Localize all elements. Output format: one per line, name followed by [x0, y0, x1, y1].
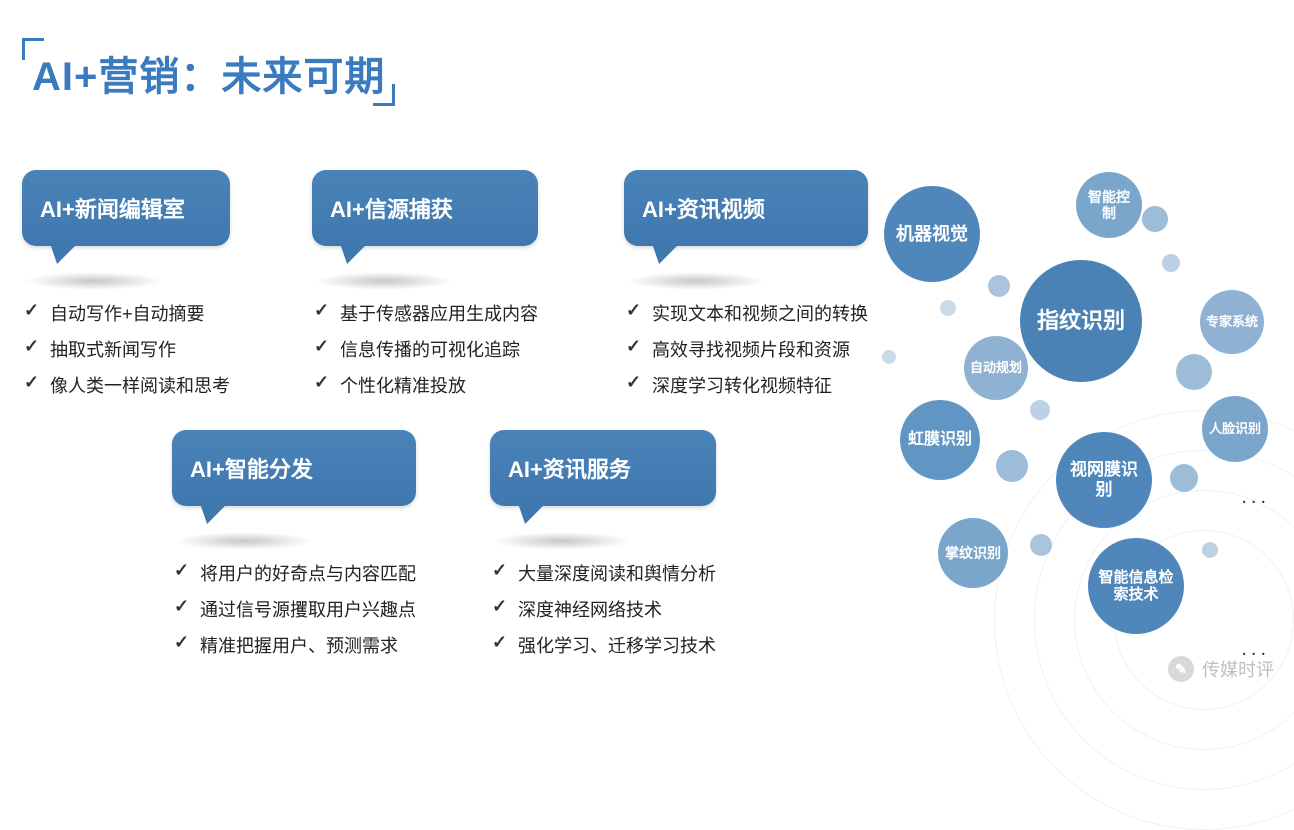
- bullet-item: 像人类一样阅读和思考: [22, 372, 230, 398]
- ellipsis: ...: [1241, 486, 1270, 509]
- tech-circle-label: 专家系统: [1200, 315, 1264, 330]
- card-1: AI+信源捕获基于传感器应用生成内容信息传播的可视化追踪个性化精准投放: [312, 170, 538, 408]
- bullet-item: 深度神经网络技术: [490, 596, 716, 622]
- title-corner-br: [373, 84, 395, 106]
- tech-circle-label: 虹膜识别: [902, 431, 978, 449]
- card-bullets: 自动写作+自动摘要抽取式新闻写作像人类一样阅读和思考: [22, 300, 230, 398]
- bubble-shadow: [626, 272, 766, 290]
- bullet-item: 信息传播的可视化追踪: [312, 336, 538, 362]
- card-bullets: 基于传感器应用生成内容信息传播的可视化追踪个性化精准投放: [312, 300, 538, 398]
- card-bullets: 实现文本和视频之间的转换高效寻找视频片段和资源深度学习转化视频特征: [624, 300, 868, 398]
- tech-circle: 自动规划: [964, 336, 1028, 400]
- decor-bubble: [988, 275, 1010, 297]
- bubble-shadow: [174, 532, 314, 550]
- tech-circle-label: 机器视觉: [890, 224, 974, 245]
- tech-circle-label: 智能控制: [1076, 189, 1142, 221]
- bullet-item: 强化学习、迁移学习技术: [490, 632, 716, 658]
- page-title: AI+营销：未来可期: [28, 42, 389, 104]
- card-bubble: AI+新闻编辑室: [22, 170, 230, 246]
- tech-circle: 专家系统: [1200, 290, 1264, 354]
- decor-bubble: [1176, 354, 1212, 390]
- card-0: AI+新闻编辑室自动写作+自动摘要抽取式新闻写作像人类一样阅读和思考: [22, 170, 230, 408]
- card-bubble: AI+智能分发: [172, 430, 416, 506]
- bullet-item: 自动写作+自动摘要: [22, 300, 230, 326]
- bullet-item: 将用户的好奇点与内容匹配: [172, 560, 416, 586]
- bullet-item: 实现文本和视频之间的转换: [624, 300, 868, 326]
- bullet-item: 大量深度阅读和舆情分析: [490, 560, 716, 586]
- decorative-arcs: [994, 410, 1294, 830]
- card-bubble: AI+信源捕获: [312, 170, 538, 246]
- tech-circle: 虹膜识别: [900, 400, 980, 480]
- title-text: AI+营销：未来可期: [28, 42, 389, 104]
- decor-bubble: [882, 350, 896, 364]
- bullet-item: 精准把握用户、预测需求: [172, 632, 416, 658]
- decor-bubble: [1142, 206, 1168, 232]
- bullet-item: 基于传感器应用生成内容: [312, 300, 538, 326]
- bubble-shadow: [314, 272, 454, 290]
- tech-circle: 指纹识别: [1020, 260, 1142, 382]
- bubble-shadow: [24, 272, 164, 290]
- decor-bubble: [940, 300, 956, 316]
- card-2: AI+资讯视频实现文本和视频之间的转换高效寻找视频片段和资源深度学习转化视频特征: [624, 170, 868, 408]
- ellipsis: ...: [1241, 638, 1270, 661]
- bullet-item: 高效寻找视频片段和资源: [624, 336, 868, 362]
- bullet-item: 深度学习转化视频特征: [624, 372, 868, 398]
- title-corner-tl: [22, 38, 44, 60]
- card-4: AI+资讯服务大量深度阅读和舆情分析深度神经网络技术强化学习、迁移学习技术: [490, 430, 716, 668]
- card-bubble: AI+资讯服务: [490, 430, 716, 506]
- bullet-item: 抽取式新闻写作: [22, 336, 230, 362]
- card-bullets: 将用户的好奇点与内容匹配通过信号源攫取用户兴趣点精准把握用户、预测需求: [172, 560, 416, 658]
- decor-bubble: [1162, 254, 1180, 272]
- tech-circle: 智能控制: [1076, 172, 1142, 238]
- card-3: AI+智能分发将用户的好奇点与内容匹配通过信号源攫取用户兴趣点精准把握用户、预测…: [172, 430, 416, 668]
- bullet-item: 通过信号源攫取用户兴趣点: [172, 596, 416, 622]
- bullet-item: 个性化精准投放: [312, 372, 538, 398]
- card-bubble: AI+资讯视频: [624, 170, 868, 246]
- tech-circle-label: 指纹识别: [1031, 308, 1131, 333]
- bubble-shadow: [492, 532, 632, 550]
- watermark-icon: ✎: [1168, 656, 1194, 682]
- tech-circle-label: 自动规划: [964, 361, 1028, 376]
- tech-circle: 机器视觉: [884, 186, 980, 282]
- card-bullets: 大量深度阅读和舆情分析深度神经网络技术强化学习、迁移学习技术: [490, 560, 716, 658]
